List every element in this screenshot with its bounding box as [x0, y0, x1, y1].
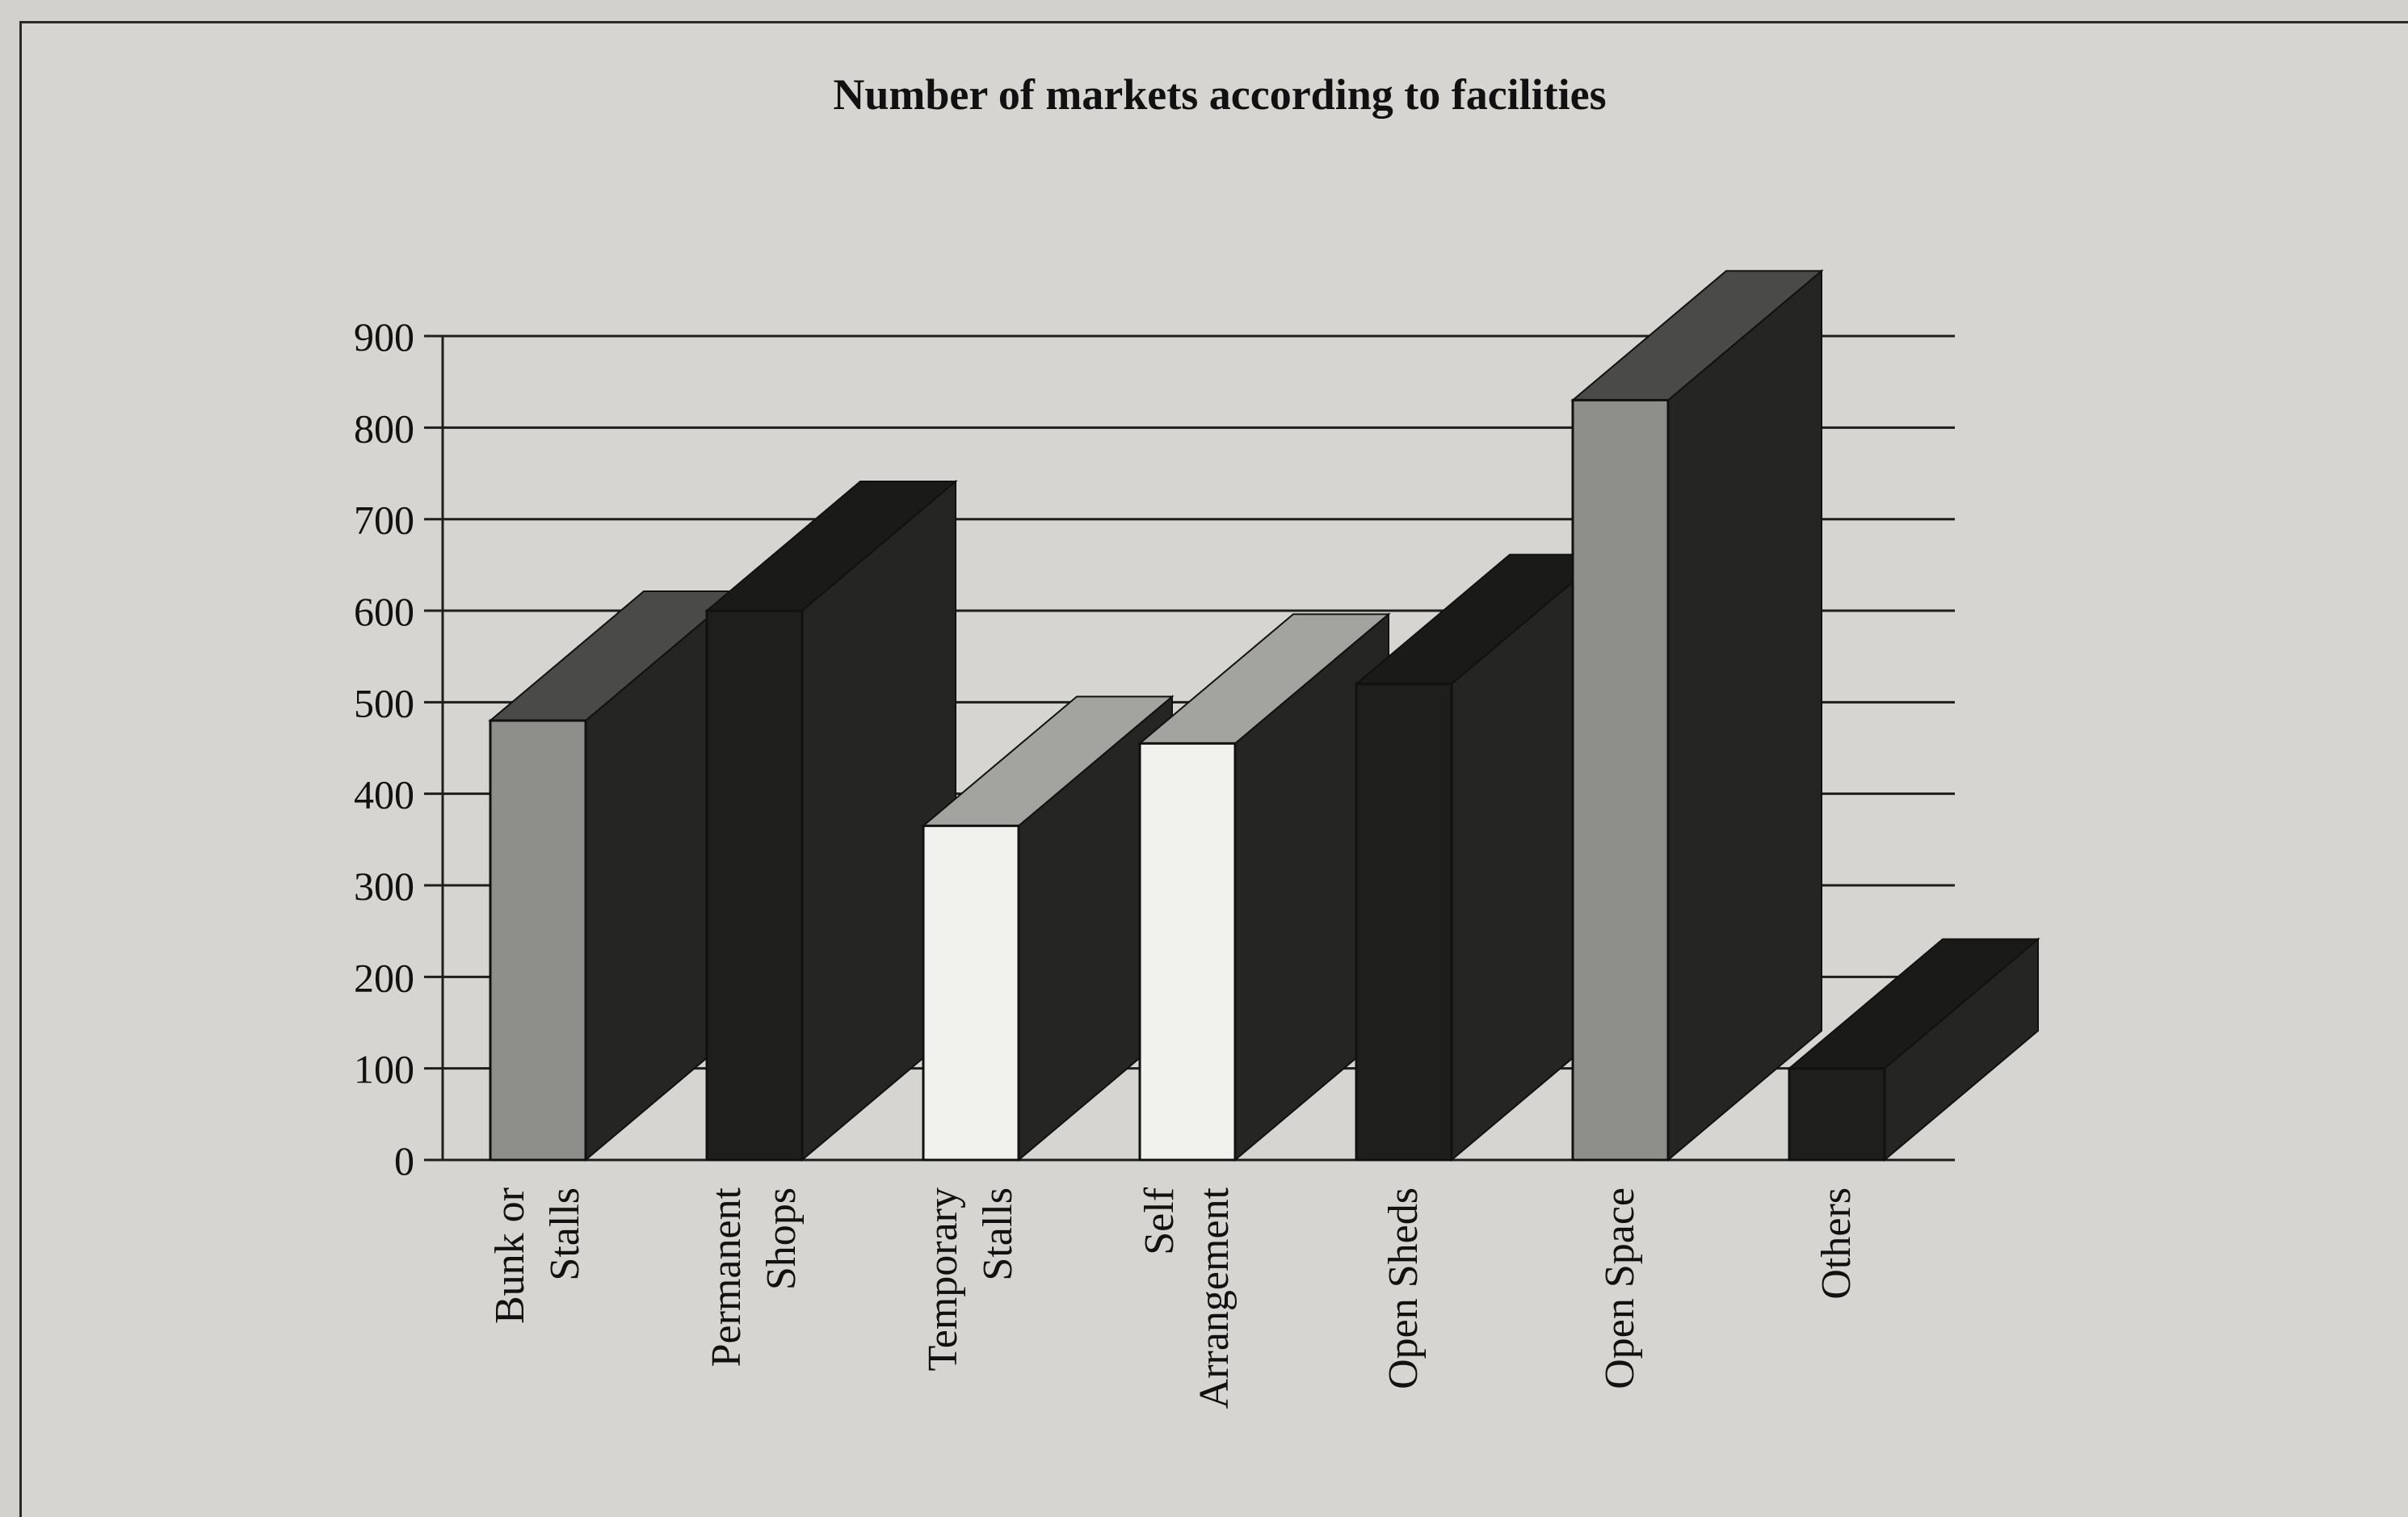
y-tick-label: 300: [354, 864, 414, 909]
x-category-label-line: Stalls: [975, 1187, 1021, 1281]
chart-title: Number of markets according to facilitie…: [833, 70, 1606, 119]
bar: [921, 695, 1175, 1162]
x-category-label: Open Sheds: [1381, 1187, 1427, 1389]
x-category-label-line: Open Space: [1597, 1187, 1643, 1389]
x-category-label-line: Self: [1137, 1187, 1183, 1254]
y-axis: 0 100 200 300 400 500 600 700 800 900: [354, 314, 444, 1183]
y-tick-label: 400: [354, 772, 414, 817]
y-tick-label: 500: [354, 680, 414, 725]
bars: [488, 269, 2040, 1162]
x-category-label: Others: [1813, 1187, 1860, 1300]
x-category-label-line: Stalls: [542, 1187, 588, 1281]
bar: [1137, 612, 1391, 1162]
bar-front: [1788, 1067, 1886, 1162]
x-category-label-line: Bunk or: [487, 1187, 533, 1324]
x-category-label-line: Shops: [759, 1187, 805, 1290]
bar-front: [922, 824, 1020, 1162]
bar: [1354, 553, 1607, 1162]
y-tick-label: 200: [354, 955, 414, 1000]
x-category-label-line: Others: [1813, 1187, 1860, 1300]
x-category-label: Temporary Stalls: [920, 1187, 1021, 1371]
y-tick-label: 800: [354, 406, 414, 451]
bar: [704, 479, 958, 1162]
bar-front: [489, 719, 587, 1162]
x-category-label: Permanent Shops: [704, 1187, 805, 1367]
y-tick-label: 100: [354, 1047, 414, 1092]
bar: [1570, 269, 1824, 1162]
bar-front: [1355, 683, 1453, 1162]
bar: [1787, 937, 2040, 1162]
x-category-label-line: Arrangement: [1191, 1187, 1238, 1409]
x-category-label-line: Permanent: [704, 1187, 750, 1367]
bar: [488, 589, 742, 1162]
x-category-label: Open Space: [1597, 1187, 1643, 1389]
x-category-label: Self Arrangement: [1137, 1187, 1238, 1409]
bar-front: [1138, 742, 1237, 1162]
bar-side: [1667, 269, 1822, 1162]
x-axis-labels: Bunk or Stalls Permanent Shops Temporary Stal…: [487, 1187, 1860, 1409]
y-tick-label: 0: [394, 1138, 414, 1183]
y-tick-label: 700: [354, 498, 414, 543]
x-category-label-line: Temporary: [920, 1187, 966, 1371]
x-category-label-line: Open Sheds: [1381, 1187, 1427, 1389]
y-tick-label: 900: [354, 314, 414, 359]
bar-front: [1571, 398, 1670, 1162]
y-tick-label: 600: [354, 589, 414, 634]
x-category-label: Bunk or Stalls: [487, 1187, 588, 1324]
bar-front: [705, 609, 804, 1162]
